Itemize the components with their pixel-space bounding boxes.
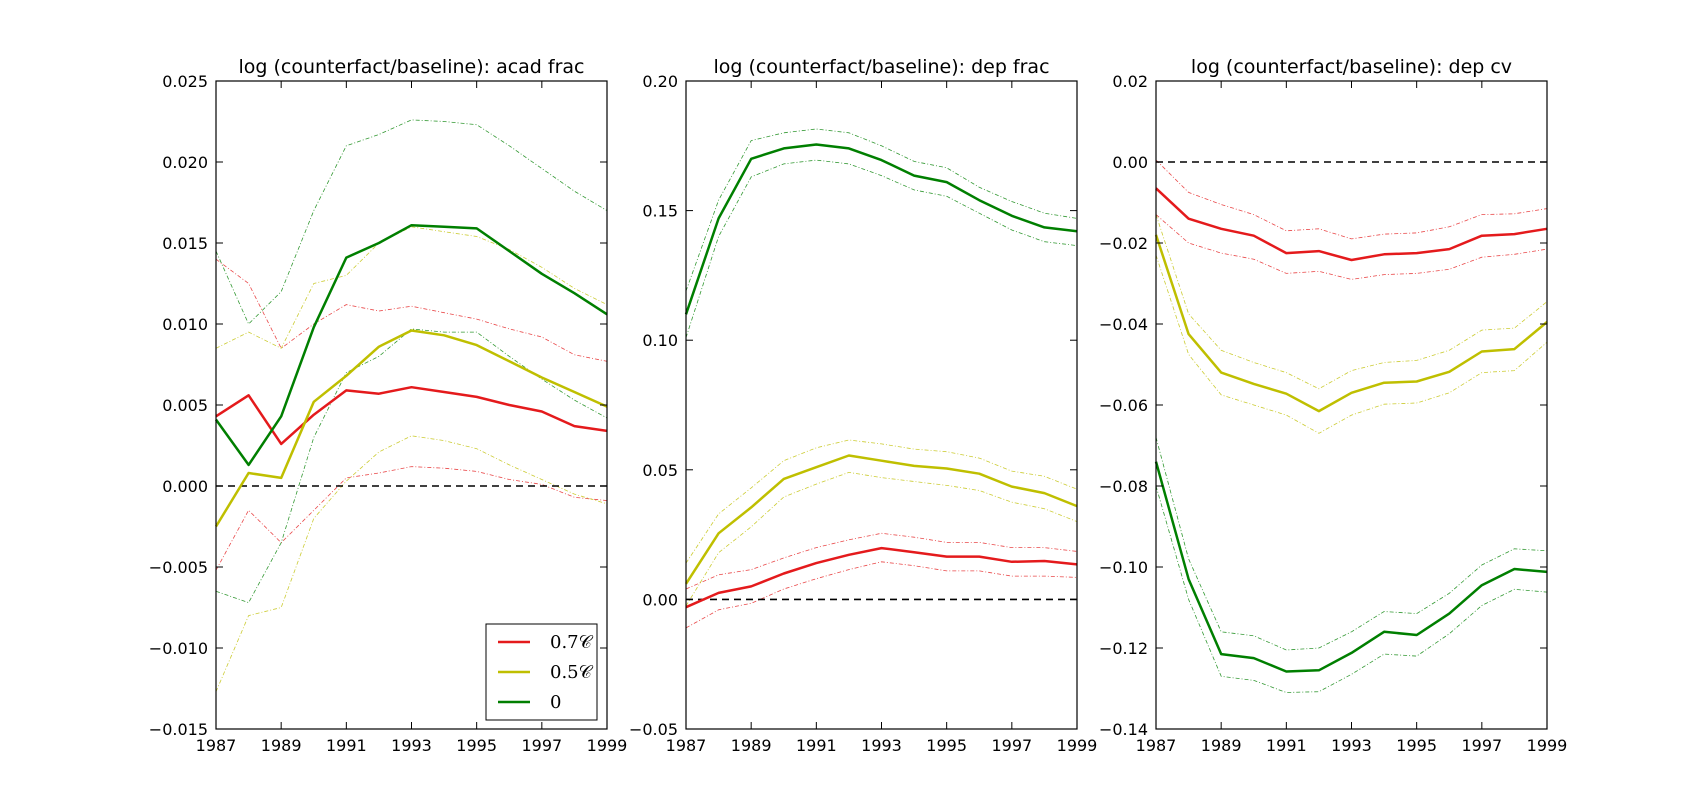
y-tick-label: −0.015 xyxy=(149,720,208,739)
series-line-1 xyxy=(1155,187,1548,262)
series-2-upper-band xyxy=(1155,214,1548,390)
x-tick-label: 1993 xyxy=(1331,736,1372,755)
x-tick-label: 1993 xyxy=(861,736,902,755)
chart-panel-1: 1987 1989 1991 1993 1995 1997 1999 −0.015 −0.010… xyxy=(149,56,628,755)
y-tick-label: 0.05 xyxy=(642,461,678,480)
y-tick-label: −0.010 xyxy=(149,639,208,658)
x-tick-label: 1997 xyxy=(991,736,1032,755)
y-tick-label: −0.14 xyxy=(1099,720,1148,739)
x-tick-label: 1995 xyxy=(1396,736,1437,755)
y-tick-label: −0.005 xyxy=(149,558,208,577)
x-tick-label: 1999 xyxy=(1057,736,1098,755)
x-tick-label: 1995 xyxy=(926,736,967,755)
series-line-1 xyxy=(685,546,1078,609)
y-tick-label: 0.000 xyxy=(162,477,208,496)
y-tick-label: 0.20 xyxy=(642,72,678,91)
series-line-3 xyxy=(684,143,1078,315)
y-tick-label: 0.005 xyxy=(162,396,208,415)
series-2-upper-band xyxy=(685,439,1078,564)
chart-title: log (counterfact/baseline): acad frac xyxy=(238,56,584,78)
legend: 0.7𝒞 0.5𝒞 0 xyxy=(485,623,598,721)
series-line-2 xyxy=(684,454,1078,585)
series-line-3 xyxy=(1154,461,1548,673)
series-line-3 xyxy=(214,223,608,467)
x-tick-label: 1999 xyxy=(1527,736,1568,755)
x-tick-label: 1987 xyxy=(196,736,237,755)
x-tick-label: 1987 xyxy=(666,736,707,755)
series-3-upper-band xyxy=(685,128,1078,292)
x-tick-label: 1989 xyxy=(261,736,302,755)
series-1-upper-band xyxy=(1155,159,1548,240)
series-3-lower-band xyxy=(1155,485,1548,693)
y-tick-label: −0.06 xyxy=(1099,396,1148,415)
x-tick-label: 1991 xyxy=(796,736,837,755)
series-3-upper-band xyxy=(1155,437,1548,651)
y-tick-label: −0.05 xyxy=(629,720,678,739)
y-tick-label: 0.00 xyxy=(1112,153,1148,172)
x-tick-label: 1993 xyxy=(391,736,432,755)
x-tick-label: 1997 xyxy=(1461,736,1502,755)
series-line-2 xyxy=(214,329,608,528)
chart-title: log (counterfact/baseline): dep cv xyxy=(1191,56,1512,78)
y-tick-label: −0.10 xyxy=(1099,558,1148,577)
y-tick-label: 0.10 xyxy=(642,331,678,350)
y-tick-label: 0.025 xyxy=(162,72,208,91)
legend-label: 0 xyxy=(550,692,561,713)
y-tick-label: 0.020 xyxy=(162,153,208,172)
series-line-1 xyxy=(215,385,608,446)
series-2-lower-band xyxy=(685,471,1078,607)
x-tick-label: 1989 xyxy=(1201,736,1242,755)
x-tick-label: 1999 xyxy=(587,736,628,755)
y-tick-label: −0.02 xyxy=(1099,234,1148,253)
series-2-lower-band xyxy=(215,435,608,692)
y-tick-label: −0.04 xyxy=(1099,315,1148,334)
series-line-2 xyxy=(1154,234,1548,413)
y-tick-label: −0.08 xyxy=(1099,477,1148,496)
series-1-lower-band xyxy=(685,561,1078,629)
y-tick-label: 0.010 xyxy=(162,315,208,334)
chart-panel-3: 1987 1989 1991 1993 1995 1997 1999 −0.14 −0.12 −0… xyxy=(1099,56,1567,755)
y-tick-label: 0.15 xyxy=(642,202,678,221)
series-3-lower-band xyxy=(685,159,1078,338)
series-2-lower-band xyxy=(1155,254,1548,434)
y-tick-label: 0.00 xyxy=(642,590,678,609)
y-tick-label: 0.015 xyxy=(162,234,208,253)
series-1-upper-band xyxy=(685,532,1078,590)
x-tick-label: 1995 xyxy=(456,736,497,755)
x-tick-label: 1991 xyxy=(326,736,367,755)
series-1-lower-band xyxy=(1155,214,1548,280)
y-tick-label: 0.02 xyxy=(1112,72,1148,91)
series-3-lower-band xyxy=(215,328,608,604)
x-tick-label: 1989 xyxy=(731,736,772,755)
y-tick-label: −0.12 xyxy=(1099,639,1148,658)
chart-title: log (counterfact/baseline): dep frac xyxy=(713,56,1049,78)
x-tick-label: 1997 xyxy=(521,736,562,755)
x-tick-label: 1991 xyxy=(1266,736,1307,755)
legend-label: 0.7𝒞 xyxy=(550,632,594,653)
chart-panel-2: 1987 1989 1991 1993 1995 1997 1999 −0.05 0.00 0.0… xyxy=(629,56,1097,755)
series-2-upper-band xyxy=(215,226,608,349)
x-tick-label: 1987 xyxy=(1136,736,1177,755)
legend-label: 0.5𝒞 xyxy=(550,662,594,683)
